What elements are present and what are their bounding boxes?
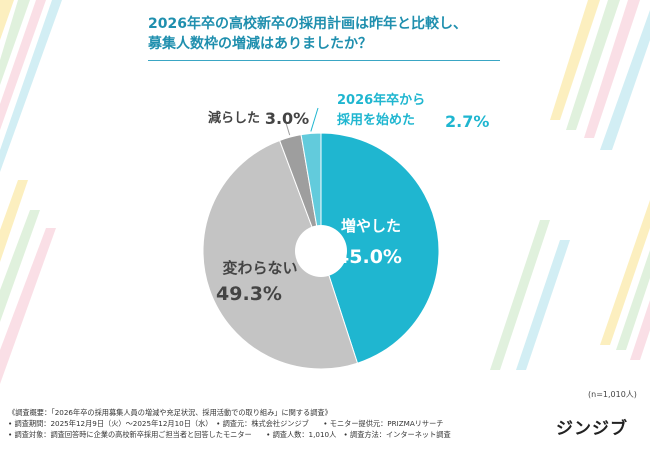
slice-value-increased: 45.0% (336, 246, 402, 268)
stripe (0, 0, 46, 130)
brand-logo: ジンジブ (556, 419, 628, 439)
slice-label-unchanged: 変わらない (222, 259, 297, 277)
stripe (630, 300, 650, 360)
stripe (0, 0, 62, 172)
footer-line-1: 《調査概要：「2026年卒の採用募集人員の増減や充足状況、採用活動での取り組み」… (8, 408, 332, 417)
sample-size-note: (n=1,010人) (588, 390, 637, 399)
outside-value-started: 2.7% (445, 112, 489, 131)
stripe (600, 200, 650, 345)
outside-label-decreased: 減らした (208, 110, 260, 126)
pie-slice (202, 139, 359, 370)
footer-line-2: • 調査期間：2025年12月9日（火）～2025年12月10日（水） • 調査… (8, 419, 444, 428)
slice-value-unchanged: 49.3% (216, 283, 282, 305)
stripe (584, 0, 640, 138)
pie-slice (320, 132, 440, 364)
footer-line-3: • 調査対象：調査回答時に企業の高校新卒採用ご担当者と回答したモニター • 調査… (8, 430, 451, 439)
leader-line-decreased (285, 121, 291, 136)
outside-value-decreased: 3.0% (265, 109, 309, 128)
chart-title: 2026年卒の高校新卒の採用計画は昨年と比較し、 募集人数枠の増減はありましたか… (148, 14, 500, 61)
outside-label-started-line-2: 採用を始めた (337, 112, 415, 128)
stripe (0, 0, 30, 85)
chart-title-line-1: 2026年卒の高校新卒の採用計画は昨年と比較し、 (148, 16, 467, 32)
chart-title-line-2: 募集人数枠の増減はありましたか？ (148, 36, 372, 52)
stripe (516, 240, 570, 370)
stripe (0, 180, 28, 262)
stripe (600, 10, 650, 150)
pie-slice (300, 132, 322, 252)
survey-footer: 《調査概要：「2026年卒の採用募集人員の増減や充足状況、採用活動での取り組み」… (8, 407, 451, 440)
stripe (550, 0, 600, 120)
pie-center-hole (295, 225, 347, 277)
stripe (616, 250, 650, 350)
stripe (0, 210, 40, 322)
outside-label-started-line-1: 2026年卒から (337, 92, 425, 108)
leader-line-started (310, 107, 319, 132)
stripe (490, 220, 550, 370)
stripe (0, 0, 14, 40)
slice-label-increased: 増やした (341, 217, 401, 235)
stripe (566, 0, 620, 130)
stripe (0, 228, 56, 384)
